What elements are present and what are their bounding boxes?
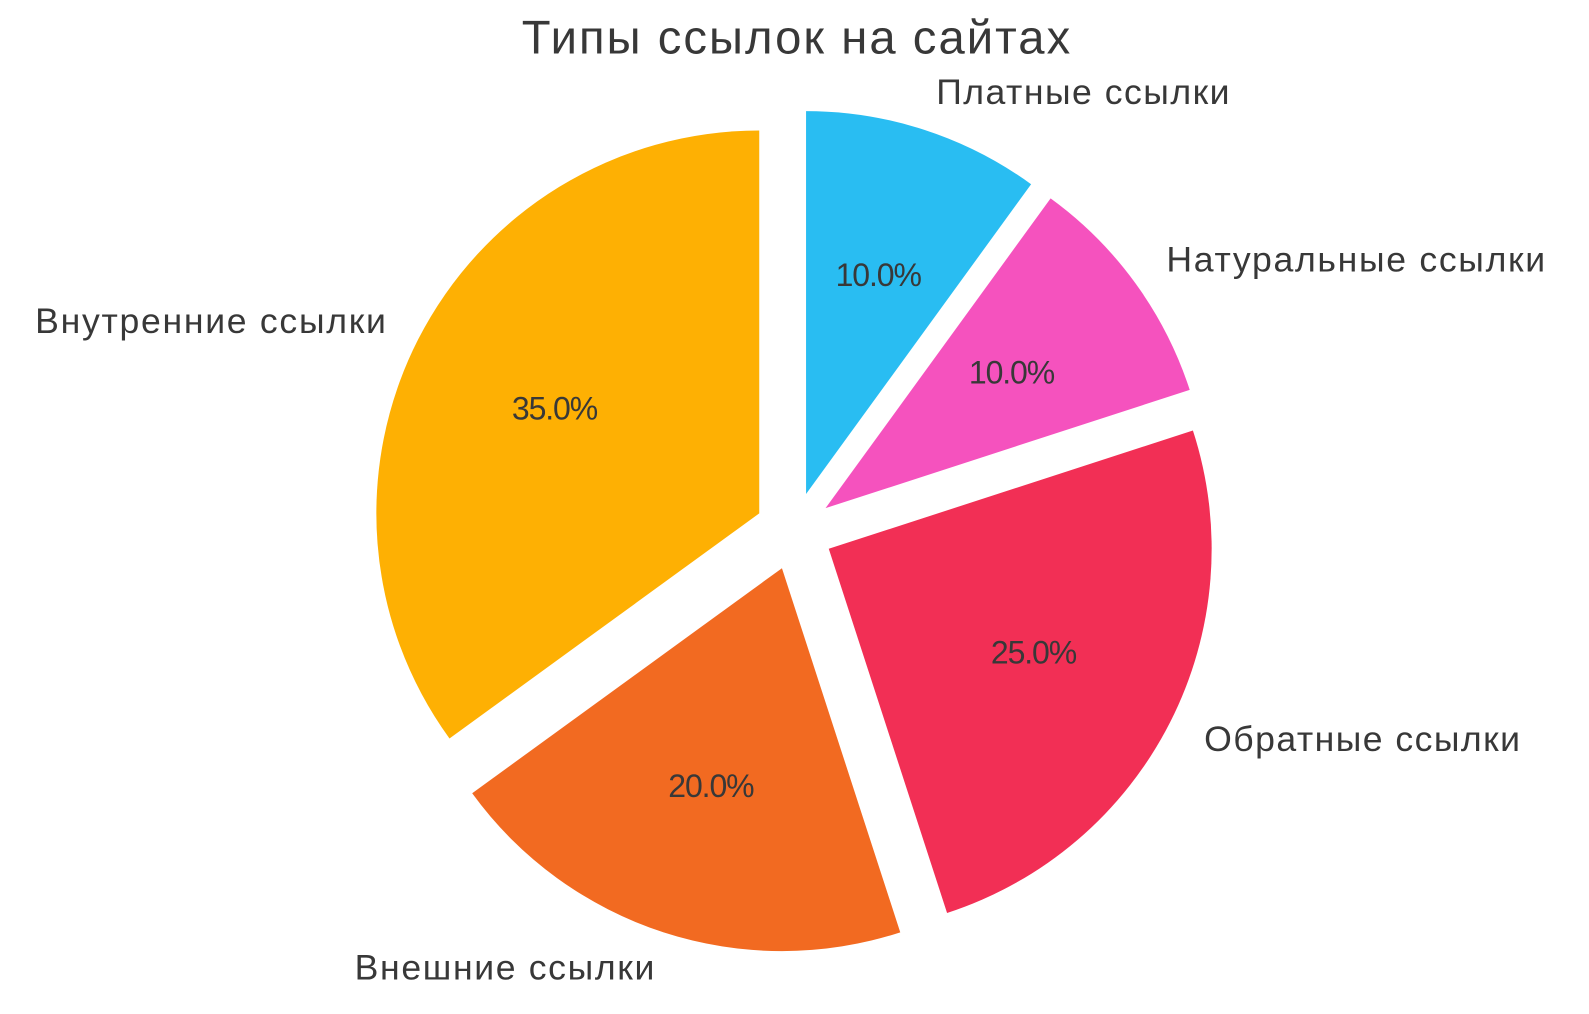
svg-text:Натуральные ссылки: Натуральные ссылки — [1166, 239, 1547, 279]
svg-text:Внутренние ссылки: Внутренние ссылки — [35, 301, 387, 341]
svg-text:Обратные ссылки: Обратные ссылки — [1204, 719, 1521, 759]
svg-text:Типы ссылок на сайтах: Типы ссылок на сайтах — [522, 12, 1072, 65]
svg-text:10.0%: 10.0% — [836, 257, 922, 293]
svg-text:10.0%: 10.0% — [969, 355, 1055, 391]
svg-text:Внешние ссылки: Внешние ссылки — [355, 948, 656, 988]
svg-text:35.0%: 35.0% — [512, 391, 598, 427]
svg-text:Платные ссылки: Платные ссылки — [936, 72, 1231, 112]
svg-text:25.0%: 25.0% — [991, 635, 1077, 671]
svg-text:20.0%: 20.0% — [668, 768, 754, 804]
